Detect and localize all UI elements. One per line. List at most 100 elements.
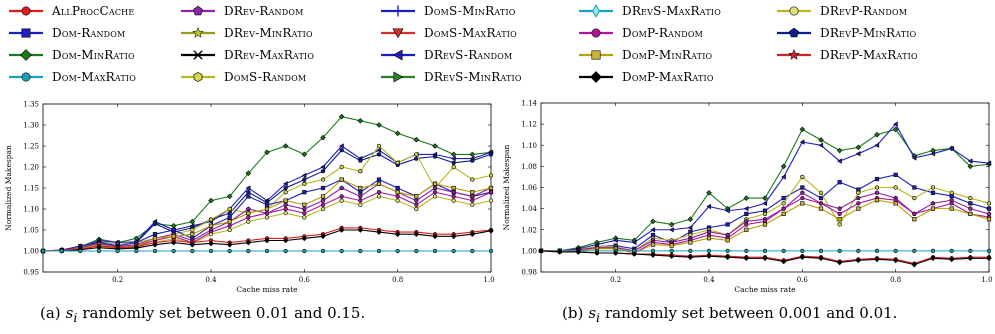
data-point [451,164,456,170]
data-point [744,222,749,227]
legend-label: DRevS-Random [424,48,513,62]
data-point [912,248,917,253]
caption-b-symbol: s [588,304,597,322]
data-point [320,233,326,240]
data-point [706,203,712,210]
data-point [227,219,232,224]
data-point [376,229,382,235]
y-tick-label: 1.00 [23,248,39,256]
data-point [189,241,196,248]
data-point [152,232,158,237]
legend-item-drev-minratio: DRev-MinRatio [180,22,313,44]
data-point [376,190,382,195]
data-point [376,151,382,157]
data-point [744,227,749,232]
data-point [283,202,288,207]
data-point [301,151,308,158]
data-point [818,201,824,206]
data-point [893,121,898,127]
data-point [357,227,364,233]
legend-marker [193,50,203,60]
data-point [488,190,494,195]
data-point [949,206,954,211]
data-point [245,170,252,177]
data-point [688,248,693,253]
data-point [669,243,674,248]
data-point [650,252,656,258]
data-point [302,211,307,216]
data-point [302,177,307,182]
data-point [152,241,158,248]
data-point [818,248,824,253]
data-point [706,190,712,196]
data-point [395,194,400,199]
data-point [246,206,251,211]
data-point [780,258,787,265]
data-point [208,248,214,254]
legend-label: Dom-MinRatio [52,48,135,62]
legend-label: Dom-Random [52,26,126,40]
x-tick-label: 0.2 [610,276,621,284]
y-tick-label: 1.06 [521,184,537,192]
legend-item-drev-maxratio: DRev-MaxRatio [180,44,314,66]
data-point [725,248,730,253]
legend-item-domp-maxratio: DomP-MaxRatio [578,66,714,88]
data-point [451,155,456,162]
data-point [451,189,456,195]
data-point [488,248,494,254]
data-point [283,248,288,254]
data-point [338,227,345,233]
data-point [152,221,158,226]
data-point [227,210,232,216]
data-point [837,211,842,217]
data-point [171,234,176,239]
caption-a-variable: si [66,304,78,325]
data-point [837,180,842,185]
data-point [264,202,270,207]
data-point [264,149,270,156]
legend-item-doms-maxratio: DomS-MaxRatio [380,22,517,44]
legend-label: DRevS-MaxRatio [622,4,721,18]
data-point [874,190,880,195]
data-point [725,222,730,227]
data-point [799,254,806,260]
data-point [762,248,768,253]
data-point [856,206,861,211]
data-point [650,242,656,247]
data-point [301,235,308,242]
data-point [799,126,806,133]
data-point [227,248,232,254]
y-axis-label: Normalized Makespan [502,144,511,230]
x-tick-label: 1.0 [981,276,992,284]
data-point [986,217,992,222]
legend-item-domp-minratio: DomP-MinRatio [578,44,712,66]
data-point [856,201,861,206]
data-point [470,193,475,199]
caption-b-text: randomly set between 0.001 and 0.01. [605,304,898,322]
legend-marker [20,49,32,61]
data-point [96,248,102,254]
data-point [912,211,917,217]
data-point [470,198,475,203]
legend-item-drevs-minratio: DRevS-MinRatio [380,66,522,88]
data-point [800,201,805,206]
data-point [115,248,120,254]
data-point [376,194,382,199]
legend-swatch-domp-maxratio [579,71,613,83]
data-point [892,257,899,264]
data-point [967,158,973,164]
data-point [376,177,382,182]
data-point [264,206,270,212]
legend-marker [590,71,602,83]
x-tick-label: 1.0 [483,276,494,284]
data-point [339,185,344,190]
legend-label: DRevS-MinRatio [424,70,522,84]
data-point [949,248,954,253]
legend-marker [392,5,404,17]
legend-marker [592,4,600,18]
y-tick-label: 1.30 [23,122,39,130]
legend-marker [788,48,800,60]
data-point [283,198,288,203]
y-tick-label: 1.14 [521,100,537,108]
series-domp-maxratio [40,227,494,254]
